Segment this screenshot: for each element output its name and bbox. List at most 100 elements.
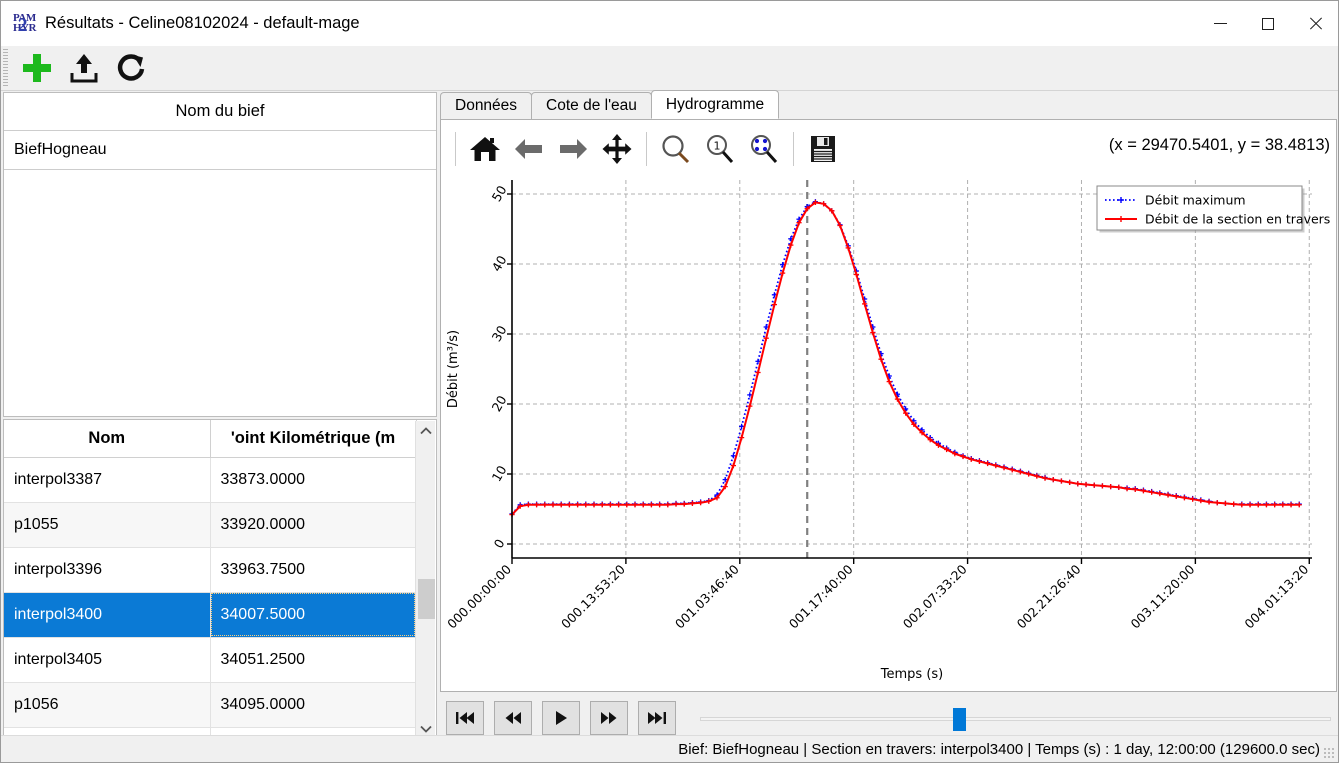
scroll-down-button[interactable] <box>416 719 436 738</box>
playback-controls <box>440 698 1337 738</box>
chevron-down-icon <box>420 725 432 733</box>
cell-pk[interactable]: 33873.0000 <box>210 457 417 503</box>
zoom-fit-icon <box>751 135 778 164</box>
table-row[interactable]: p1055 33920.0000 <box>4 502 417 548</box>
bief-panel: Nom du bief BiefHogneau <box>3 92 437 417</box>
add-icon <box>22 53 52 83</box>
tab-cote-de-leau[interactable]: Cote de l'eau <box>531 92 652 119</box>
svg-text:000.00:00:00: 000.00:00:00 <box>444 561 514 631</box>
tab-strip: Données Cote de l'eau Hydrogramme <box>440 90 1337 120</box>
svg-text:50: 50 <box>489 183 510 204</box>
toolbar-separator <box>793 132 794 166</box>
add-button[interactable] <box>13 47 60 89</box>
scrollbar-thumb[interactable] <box>418 579 435 619</box>
reload-icon <box>117 54 144 81</box>
status-bar: Bief: BiefHogneau | Section en travers: … <box>1 735 1338 762</box>
svg-text:002.07:33:20: 002.07:33:20 <box>900 561 970 631</box>
plot-pan-button[interactable] <box>595 126 639 172</box>
cell-pk[interactable]: 33963.7500 <box>210 547 417 593</box>
cell-pk[interactable]: 34007.5000 <box>210 592 417 638</box>
skip-first-icon <box>456 712 474 724</box>
play-icon <box>556 711 567 725</box>
resize-grip[interactable] <box>1323 747 1335 759</box>
cell-nom[interactable]: interpol3396 <box>4 547 211 593</box>
scroll-up-button[interactable] <box>416 421 436 441</box>
zoom-one-icon: 1 <box>707 135 734 164</box>
svg-text:30: 30 <box>489 323 510 344</box>
cell-nom[interactable]: p1056 <box>4 682 211 728</box>
export-button[interactable] <box>60 47 107 89</box>
plot-zoom-one-button[interactable]: 1 <box>698 126 742 172</box>
table-row-selected[interactable]: interpol3400 34007.5000 <box>4 592 417 638</box>
play-button[interactable] <box>542 701 580 735</box>
bief-panel-header: Nom du bief <box>4 93 436 131</box>
svg-text:002.21:26:40: 002.21:26:40 <box>1014 561 1084 631</box>
svg-text:40: 40 <box>489 253 510 274</box>
minimize-button[interactable] <box>1197 1 1244 46</box>
minimize-icon <box>1214 23 1227 24</box>
table-scrollbar[interactable] <box>415 421 436 738</box>
table-row[interactable]: interpol3396 33963.7500 <box>4 547 417 593</box>
maximize-button[interactable] <box>1244 1 1291 46</box>
svg-text:10: 10 <box>489 463 510 484</box>
zoom-rect-icon <box>662 135 690 164</box>
close-button[interactable] <box>1291 1 1338 46</box>
cell-nom[interactable] <box>4 727 211 738</box>
skip-first-button[interactable] <box>446 701 484 735</box>
forward-arrow-icon <box>560 139 587 159</box>
slider-thumb[interactable] <box>953 708 967 731</box>
svg-text:20: 20 <box>489 393 510 414</box>
sections-table-panel: Nom 'oint Kilométrique (m interpol3387 3… <box>3 419 437 739</box>
plot-home-button[interactable] <box>463 126 507 172</box>
bief-list-item[interactable]: BiefHogneau <box>4 131 436 170</box>
table-row[interactable]: interpol3405 34051.2500 <box>4 637 417 683</box>
sections-table: Nom 'oint Kilométrique (m interpol3387 3… <box>4 420 417 738</box>
table-row[interactable]: interpol3387 33873.0000 <box>4 457 417 503</box>
rewind-button[interactable] <box>494 701 532 735</box>
cell-nom[interactable]: interpol3400 <box>4 592 211 638</box>
slider-track[interactable] <box>700 717 1331 721</box>
tab-hydrogramme[interactable]: Hydrogramme <box>650 90 780 119</box>
back-arrow-icon <box>515 139 542 159</box>
toolbar-separator <box>455 132 456 166</box>
skip-last-button[interactable] <box>638 701 676 735</box>
time-slider[interactable] <box>700 701 1331 735</box>
svg-text:003.11:20:00: 003.11:20:00 <box>1128 561 1198 631</box>
cell-pk[interactable]: 33920.0000 <box>210 502 417 548</box>
tab-content-hydrogramme: 1 <box>440 120 1337 692</box>
cell-nom[interactable]: interpol3405 <box>4 637 211 683</box>
plot-back-button[interactable] <box>507 126 551 172</box>
table-row[interactable]: p1056 34095.0000 <box>4 682 417 728</box>
fast-forward-button[interactable] <box>590 701 628 735</box>
plot-forward-button[interactable] <box>551 126 595 172</box>
cell-pk[interactable]: 34095.0000 <box>210 682 417 728</box>
svg-text:1: 1 <box>714 140 721 153</box>
bief-list-empty-area <box>4 170 436 415</box>
plot-zoom-rect-button[interactable] <box>654 126 698 172</box>
title-bar: PAM HYR 2 Résultats - Celine08102024 - de… <box>1 1 1338 46</box>
save-floppy-icon <box>811 136 835 162</box>
svg-text:004.01:13:20: 004.01:13:20 <box>1241 561 1311 631</box>
svg-text:Débit maximum: Débit maximum <box>1145 193 1246 208</box>
status-text: Bief: BiefHogneau | Section en travers: … <box>678 740 1320 758</box>
column-header-nom[interactable]: Nom <box>4 420 211 458</box>
window-controls <box>1197 1 1338 46</box>
plot-save-button[interactable] <box>801 126 845 172</box>
cell-nom[interactable]: p1055 <box>4 502 211 548</box>
cell-pk[interactable]: 34051.2500 <box>210 637 417 683</box>
toolbar-drag-handle[interactable] <box>3 49 8 87</box>
plot-zoom-fit-button[interactable] <box>742 126 786 172</box>
reload-button[interactable] <box>107 47 154 89</box>
window-title: Résultats - Celine08102024 - default-mag… <box>45 14 360 32</box>
plot-navigation-toolbar: 1 <box>441 120 1336 178</box>
svg-text:Débit (m³/s): Débit (m³/s) <box>446 330 461 408</box>
svg-text:001.17:40:00: 001.17:40:00 <box>786 561 856 631</box>
column-header-pk[interactable]: 'oint Kilométrique (m <box>210 420 417 458</box>
rewind-icon <box>505 712 521 724</box>
pan-move-icon <box>602 134 632 164</box>
svg-text:0: 0 <box>491 536 508 550</box>
tab-donnees[interactable]: Données <box>440 92 533 119</box>
results-panel: Données Cote de l'eau Hydrogramme <box>440 90 1337 692</box>
cell-nom[interactable]: interpol3387 <box>4 457 211 503</box>
